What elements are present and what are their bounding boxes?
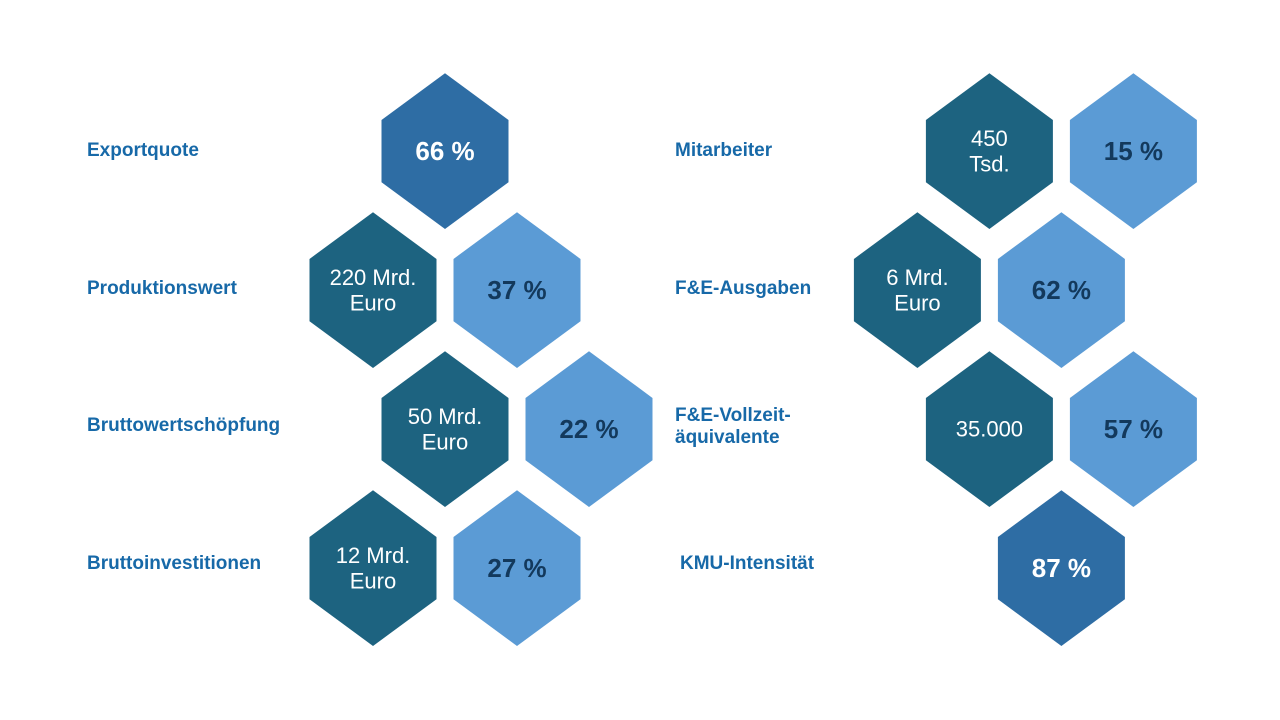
svg-text:Euro: Euro [894, 290, 940, 315]
svg-text:35.000: 35.000 [956, 417, 1023, 442]
svg-text:62 %: 62 % [1032, 275, 1091, 305]
svg-text:Euro: Euro [350, 568, 396, 593]
svg-text:50 Mrd.: 50 Mrd. [408, 404, 483, 429]
svg-text:Tsd.: Tsd. [969, 151, 1009, 176]
svg-text:37 %: 37 % [487, 275, 546, 305]
svg-text:Euro: Euro [350, 290, 396, 315]
svg-text:66 %: 66 % [415, 136, 474, 166]
svg-text:27 %: 27 % [487, 553, 546, 583]
svg-text:87 %: 87 % [1032, 553, 1091, 583]
svg-text:12 Mrd.: 12 Mrd. [336, 543, 411, 568]
svg-text:Euro: Euro [422, 429, 468, 454]
svg-text:57 %: 57 % [1104, 414, 1163, 444]
svg-text:22 %: 22 % [559, 414, 618, 444]
svg-text:450: 450 [971, 126, 1008, 151]
svg-text:15 %: 15 % [1104, 136, 1163, 166]
svg-text:220 Mrd.: 220 Mrd. [330, 265, 417, 290]
svg-text:6 Mrd.: 6 Mrd. [886, 265, 948, 290]
